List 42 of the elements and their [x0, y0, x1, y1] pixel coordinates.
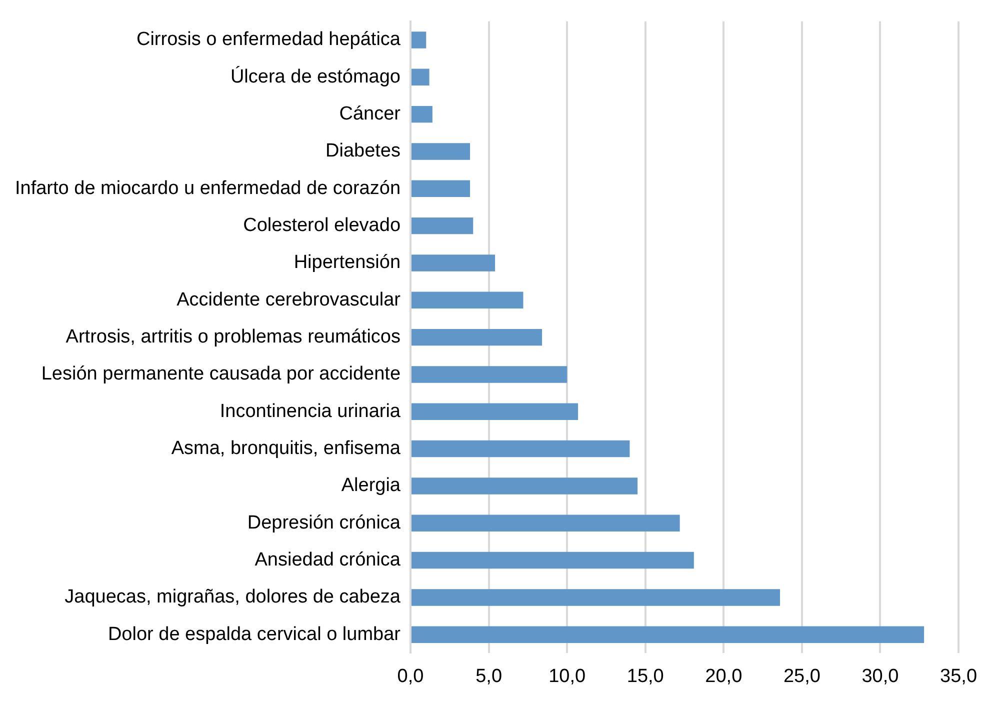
- y-tick-label: Incontinencia urinaria: [220, 400, 401, 422]
- bar: [412, 589, 780, 606]
- x-tick-label: 15,0: [626, 666, 664, 687]
- bar: [412, 143, 470, 160]
- bar: [412, 32, 426, 48]
- bar: [412, 514, 680, 532]
- y-tick-label: Jaquecas, migrañas, dolores de cabeza: [64, 586, 401, 608]
- bar: [412, 626, 924, 643]
- x-tick-label: 25,0: [783, 666, 820, 687]
- y-tick-label: Depresión crónica: [247, 512, 401, 534]
- y-tick-label: Úlcera de estómago: [230, 65, 401, 88]
- bar: [412, 552, 694, 569]
- bar: [412, 254, 496, 272]
- y-tick-label: Colesterol elevado: [243, 215, 401, 236]
- y-tick-label: Infarto de miocardo u enfermedad de corazón: [14, 178, 401, 199]
- y-tick-label: Accidente cerebrovascular: [176, 289, 402, 310]
- bar: [412, 328, 542, 346]
- bar: [412, 106, 432, 123]
- x-tick-label: 30,0: [862, 666, 899, 687]
- y-tick-label: Diabetes: [326, 140, 401, 162]
- x-tick-label: 35,0: [940, 666, 977, 687]
- bar: [412, 478, 638, 494]
- y-tick-label: Lesión permanente causada por accidente: [41, 364, 401, 385]
- y-tick-label: Asma, bronquitis, enfisema: [171, 438, 401, 460]
- y-tick-label: Cirrosis o enfermedad hepática: [136, 29, 401, 50]
- x-tick-label: 20,0: [705, 666, 742, 687]
- y-tick-label: Artrosis, artritis o problemas reumáticos: [66, 326, 401, 348]
- bar: [412, 440, 630, 458]
- bar: [412, 403, 578, 420]
- bar: [412, 180, 470, 198]
- y-tick-label: Alergia: [341, 475, 401, 496]
- bar: [412, 292, 524, 308]
- x-tick-label: 0,0: [397, 666, 424, 687]
- y-tick-label: Ansiedad crónica: [254, 550, 401, 571]
- bar: [412, 217, 474, 234]
- y-tick-label: Cáncer: [339, 104, 402, 125]
- bar: [412, 366, 568, 383]
- x-tick-label: 10,0: [548, 666, 586, 687]
- y-tick-label: Hipertensión: [294, 252, 401, 274]
- y-tick-label: Dolor de espalda cervical o lumbar: [108, 624, 402, 645]
- bar: [412, 68, 430, 86]
- x-tick-label: 5,0: [476, 666, 502, 687]
